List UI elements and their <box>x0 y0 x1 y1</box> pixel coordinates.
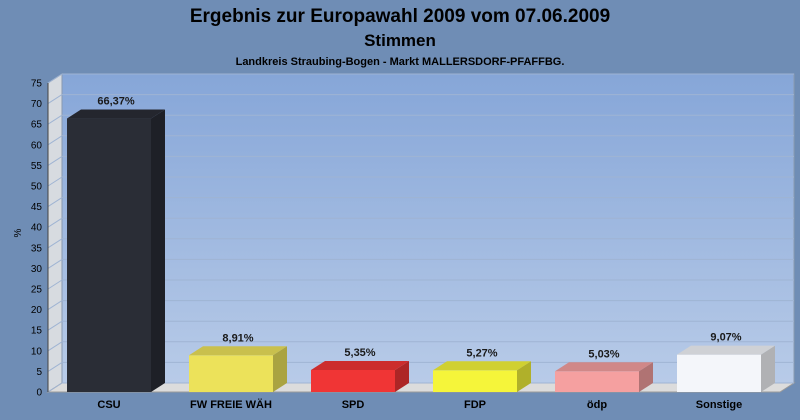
data-label: 5,27% <box>466 347 497 359</box>
x-tick-label: ödp <box>587 399 607 411</box>
y-tick-label: 15 <box>31 326 43 337</box>
gridline-side <box>47 382 63 393</box>
chart-title: Ergebnis zur Europawahl 2009 vom 07.06.2… <box>190 6 610 27</box>
x-tick-label: FW FREIE WÄH <box>190 398 272 411</box>
bar-top <box>311 360 409 370</box>
y-axis-ticks: 0 5 10 15 20 25 30 35 40 45 50 55 60 65 70 75 <box>31 79 49 399</box>
bar-top <box>677 345 775 355</box>
bar-front <box>555 371 639 392</box>
y-tick-label: 70 <box>31 99 43 110</box>
data-labels: 66,37% 8,91% 5,35% 5,27% 5,03% 9,07% <box>97 96 741 361</box>
y-tick-label: 0 <box>36 388 42 399</box>
y-tick-label: 30 <box>31 264 43 275</box>
bar <box>433 361 531 392</box>
bar <box>189 346 287 392</box>
gridline-side <box>47 238 63 249</box>
bar-front <box>677 354 761 392</box>
gridline-side <box>47 155 63 166</box>
bar-front <box>67 118 151 392</box>
bar-front <box>433 370 517 392</box>
bar-side <box>395 360 409 392</box>
gridline-side <box>47 94 63 105</box>
y-tick-label: 25 <box>31 285 43 296</box>
bar <box>677 345 775 392</box>
gridline-side <box>47 341 63 352</box>
x-tick-label: FDP <box>464 399 486 411</box>
y-tick-label: 50 <box>31 182 43 193</box>
bar-side <box>639 362 653 392</box>
bar <box>311 360 409 392</box>
gridline-side <box>47 279 63 290</box>
y-tick-label: 65 <box>31 120 43 131</box>
bar-top <box>433 361 531 371</box>
x-tick-label: Sonstige <box>696 399 742 411</box>
data-label: 5,03% <box>588 348 619 360</box>
x-tick-label: CSU <box>97 399 120 411</box>
data-label: 8,91% <box>222 332 253 344</box>
bar <box>555 362 653 392</box>
y-axis-label: % <box>13 228 24 237</box>
gridline-side <box>47 300 63 311</box>
y-tick-label: 60 <box>31 140 43 151</box>
gridline-side <box>47 361 63 372</box>
gridline-side <box>47 135 63 146</box>
y-tick-label: 5 <box>36 367 42 378</box>
bar-side <box>273 346 287 392</box>
chart-subtitle: Stimmen <box>364 31 436 50</box>
bar-front <box>189 355 273 392</box>
bar-side <box>517 361 531 392</box>
gridlines <box>47 73 794 393</box>
y-tick-label: 75 <box>31 79 43 90</box>
gridline-side <box>47 114 63 125</box>
gridline-side <box>47 73 63 84</box>
data-label: 5,35% <box>344 347 375 359</box>
bars <box>67 109 775 392</box>
bar <box>67 109 165 392</box>
gridline-side <box>47 217 63 228</box>
bar-side <box>151 109 165 392</box>
bar-front <box>311 369 395 392</box>
y-tick-label: 55 <box>31 161 43 172</box>
y-tick-label: 45 <box>31 202 43 213</box>
data-label: 9,07% <box>710 332 741 344</box>
gridline-side <box>47 320 63 331</box>
bar-side <box>761 345 775 392</box>
gridline-side <box>47 197 63 208</box>
gridline-side <box>47 258 63 269</box>
y-tick-label: 10 <box>31 346 43 357</box>
y-tick-label: 35 <box>31 243 43 254</box>
x-axis-labels: CSU FW FREIE WÄH SPD FDP ödp Sonstige <box>97 398 742 411</box>
x-tick-label: SPD <box>342 399 365 411</box>
gridline-side <box>47 176 63 187</box>
bar-top <box>67 109 165 119</box>
plot-side-wall <box>47 73 63 393</box>
plot-back-wall <box>61 73 795 384</box>
y-tick-label: 40 <box>31 223 43 234</box>
data-label: 66,37% <box>97 96 135 108</box>
bar-top <box>555 362 653 372</box>
y-tick-label: 20 <box>31 305 43 316</box>
chart-location: Landkreis Straubing-Bogen - Markt MALLER… <box>236 56 565 68</box>
bar-top <box>189 346 287 356</box>
